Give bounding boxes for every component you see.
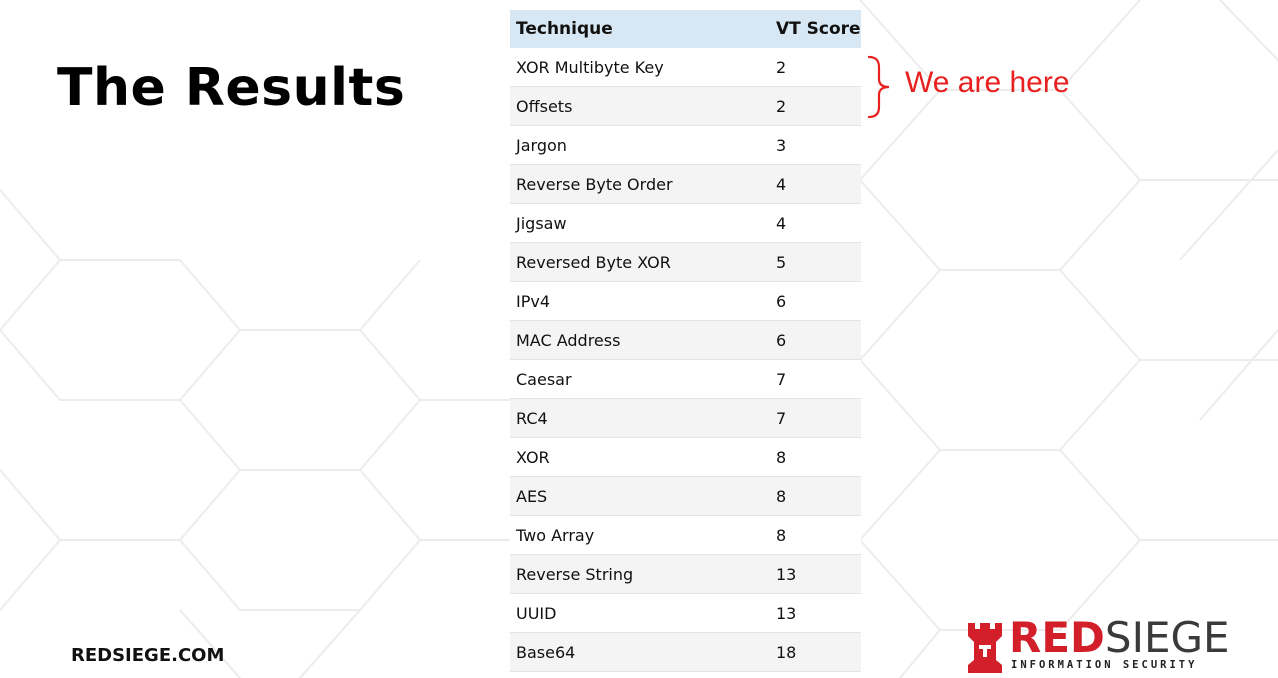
vt-score-cell: 13 <box>770 593 861 633</box>
technique-cell: AES <box>510 476 770 516</box>
site-url: REDSIEGE.COM <box>71 645 225 666</box>
column-header-technique: Technique <box>510 10 770 48</box>
vt-score-cell: 8 <box>770 476 861 516</box>
table-row: AES 8 <box>510 476 861 516</box>
table-row: Caesar 7 <box>510 359 861 399</box>
vt-score-cell: 7 <box>770 398 861 438</box>
table-row: Base64 18 <box>510 632 861 672</box>
vt-score-cell: 7 <box>770 359 861 399</box>
technique-cell: MAC Address <box>510 320 770 360</box>
annotation-we-are-here: We are here <box>905 66 1070 99</box>
logo-word-red: RED <box>1009 613 1105 662</box>
redsiege-logo: REDSIEGE INFORMATION SECURITY <box>965 616 1230 676</box>
vt-score-cell: 8 <box>770 515 861 555</box>
table-row: Offsets 2 <box>510 86 861 126</box>
technique-cell: Two Array <box>510 515 770 555</box>
technique-cell: XOR Multibyte Key <box>510 48 770 87</box>
table-row: RC4 7 <box>510 398 861 438</box>
technique-cell: Jigsaw <box>510 203 770 243</box>
vt-score-cell: 6 <box>770 281 861 321</box>
table-row: Reverse Byte Order 4 <box>510 164 861 204</box>
slide-title: The Results <box>57 58 406 118</box>
logo-wordmark: REDSIEGE <box>1009 616 1230 660</box>
vt-score-cell: 5 <box>770 242 861 282</box>
technique-cell: UUID <box>510 593 770 633</box>
logo-word-dark: SIEGE <box>1104 613 1230 662</box>
table-header-row: Technique VT Score <box>510 10 861 48</box>
table-row: Reversed Byte XOR 5 <box>510 242 861 282</box>
curly-brace-icon <box>867 55 890 119</box>
vt-score-cell: 2 <box>770 48 861 87</box>
vt-score-cell: 4 <box>770 203 861 243</box>
table-row: XOR 8 <box>510 437 861 477</box>
column-header-vt-score: VT Score <box>770 10 861 48</box>
technique-cell: Jargon <box>510 125 770 165</box>
technique-cell: RC4 <box>510 398 770 438</box>
vt-score-cell: 13 <box>770 554 861 594</box>
table-row: UUID 13 <box>510 593 861 633</box>
vt-score-cell: 6 <box>770 320 861 360</box>
table-row: Reverse String 13 <box>510 554 861 594</box>
technique-cell: Reverse Byte Order <box>510 164 770 204</box>
vt-score-cell: 4 <box>770 164 861 204</box>
table-row: IPv4 6 <box>510 281 861 321</box>
table-row: XOR Multibyte Key 2 <box>510 48 861 87</box>
castle-rook-icon <box>968 623 1002 673</box>
table-row: Jigsaw 4 <box>510 203 861 243</box>
vt-score-cell: 8 <box>770 437 861 477</box>
technique-cell: Caesar <box>510 359 770 399</box>
vt-score-cell: 3 <box>770 125 861 165</box>
technique-cell: XOR <box>510 437 770 477</box>
vt-score-cell: 18 <box>770 632 861 672</box>
logo-subtitle: INFORMATION SECURITY <box>1011 659 1198 671</box>
technique-cell: Reverse String <box>510 554 770 594</box>
table-row: Two Array 8 <box>510 515 861 555</box>
vt-score-cell: 2 <box>770 86 861 126</box>
results-table: Technique VT Score XOR Multibyte Key 2 Of… <box>510 10 861 672</box>
table-row: MAC Address 6 <box>510 320 861 360</box>
technique-cell: Offsets <box>510 86 770 126</box>
technique-cell: IPv4 <box>510 281 770 321</box>
technique-cell: Reversed Byte XOR <box>510 242 770 282</box>
technique-cell: Base64 <box>510 632 770 672</box>
table-row: Jargon 3 <box>510 125 861 165</box>
